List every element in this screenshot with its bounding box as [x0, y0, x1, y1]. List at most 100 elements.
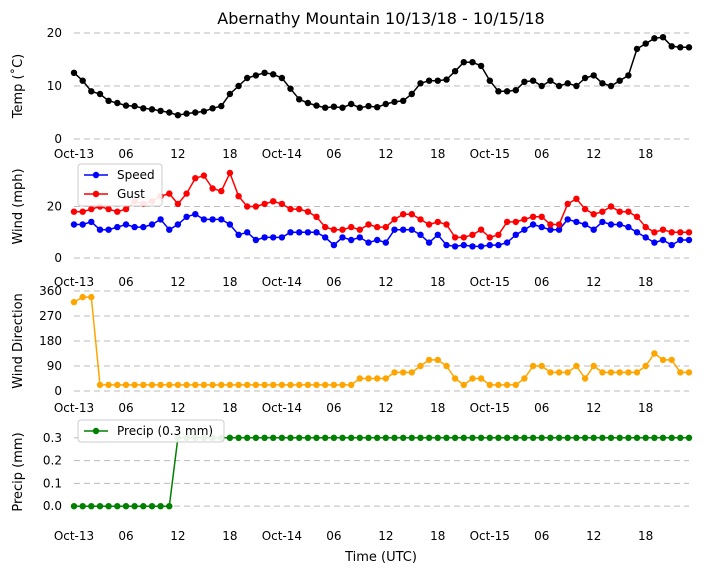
- data-point: [278, 74, 286, 82]
- x-tick-label: 18: [222, 275, 237, 289]
- data-point: [668, 241, 675, 249]
- data-point: [296, 96, 303, 103]
- data-point: [261, 434, 268, 441]
- x-tick-label: Oct-13: [54, 529, 94, 543]
- data-point: [599, 434, 606, 441]
- data-point: [469, 59, 476, 66]
- data-point: [96, 381, 104, 389]
- data-point: [356, 234, 363, 241]
- data-point: [200, 172, 208, 179]
- data-point: [70, 503, 78, 510]
- data-point: [252, 434, 260, 441]
- data-point: [607, 82, 615, 90]
- data-point: [278, 200, 286, 208]
- data-point: [131, 381, 138, 389]
- x-tick-label: 18: [638, 275, 653, 289]
- data-point: [105, 226, 112, 233]
- data-point: [261, 234, 268, 241]
- data-point: [477, 375, 485, 382]
- data-point: [313, 229, 320, 236]
- data-point: [287, 229, 294, 236]
- data-point: [270, 198, 277, 205]
- data-point: [330, 103, 338, 110]
- data-point: [659, 226, 667, 233]
- data-point: [192, 211, 199, 218]
- legend-label: Speed: [117, 168, 155, 182]
- data-point: [451, 243, 459, 250]
- x-tick-label: Oct-15: [470, 147, 510, 161]
- data-point: [96, 503, 104, 510]
- data-point: [400, 226, 407, 233]
- x-tick-label: 12: [378, 275, 393, 289]
- data-point: [278, 234, 286, 241]
- data-point: [616, 369, 623, 376]
- data-point: [616, 77, 623, 84]
- data-point: [529, 77, 537, 84]
- data-point: [79, 221, 86, 228]
- data-point: [382, 239, 389, 246]
- data-point: [581, 74, 589, 82]
- data-point: [503, 88, 511, 95]
- data-point: [434, 218, 441, 226]
- data-point: [287, 381, 294, 389]
- data-point: [70, 208, 78, 215]
- data-point: [304, 208, 312, 215]
- data-point: [642, 434, 649, 441]
- data-point: [122, 205, 130, 213]
- data-point: [261, 381, 268, 389]
- x-tick-label: 12: [170, 147, 185, 161]
- data-point: [88, 503, 95, 510]
- data-point: [538, 223, 545, 231]
- data-point: [564, 216, 571, 223]
- data-point: [304, 229, 312, 236]
- data-point: [625, 434, 632, 441]
- data-point: [131, 102, 138, 110]
- data-point: [322, 223, 329, 231]
- data-point: [374, 223, 381, 231]
- data-point: [183, 381, 190, 389]
- data-point: [166, 503, 173, 510]
- data-point: [573, 362, 580, 370]
- data-point: [529, 434, 537, 441]
- data-point: [659, 236, 667, 244]
- data-point: [668, 229, 675, 236]
- data-point: [70, 221, 78, 228]
- data-point: [400, 211, 407, 218]
- data-point: [417, 434, 424, 441]
- data-point: [322, 434, 329, 441]
- data-point: [226, 169, 234, 177]
- data-point: [166, 381, 173, 389]
- x-tick-label: Oct-14: [262, 401, 302, 415]
- data-point: [114, 381, 121, 389]
- data-point: [547, 369, 554, 376]
- data-point: [651, 239, 658, 246]
- y-tick-label: 0: [54, 384, 62, 398]
- data-point: [122, 503, 130, 510]
- data-point: [590, 72, 597, 79]
- y-tick-label: 10: [47, 79, 62, 93]
- chart-title: Abernathy Mountain 10/13/18 - 10/15/18: [217, 9, 544, 28]
- x-tick-label: 18: [638, 147, 653, 161]
- data-point: [460, 381, 467, 389]
- data-point: [166, 226, 173, 233]
- data-point: [547, 434, 554, 441]
- data-point: [382, 434, 389, 441]
- data-point: [374, 434, 381, 441]
- data-point: [581, 434, 589, 441]
- data-point: [469, 231, 476, 238]
- data-point: [521, 226, 528, 233]
- data-point: [148, 503, 156, 510]
- x-tick-label: 12: [378, 529, 393, 543]
- data-point: [235, 381, 242, 389]
- y-axis-label: Wind (mph): [11, 168, 26, 244]
- data-point: [235, 82, 242, 90]
- direction-panel: 0 90 180 270 360 Wind Direction Oct-13 06 12 18 Oc…: [11, 284, 693, 415]
- data-point: [642, 40, 649, 47]
- data-point: [261, 200, 268, 208]
- data-point: [443, 362, 450, 370]
- data-point: [590, 226, 597, 233]
- data-point: [339, 226, 346, 233]
- x-tick-label: 06: [118, 529, 133, 543]
- data-point: [599, 208, 606, 215]
- temp-series-temp: [70, 34, 693, 119]
